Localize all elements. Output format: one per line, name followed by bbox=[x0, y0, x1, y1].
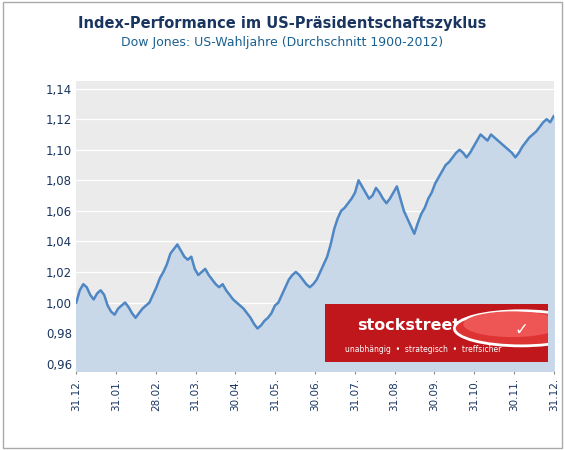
Text: stockstreet.de: stockstreet.de bbox=[357, 319, 489, 333]
Text: Index-Performance im US-Präsidentschaftszyklus: Index-Performance im US-Präsidentschafts… bbox=[79, 16, 486, 31]
Text: unabhängig  •  strategisch  •  treffsicher: unabhängig • strategisch • treffsicher bbox=[345, 345, 501, 354]
Circle shape bbox=[454, 311, 565, 346]
Circle shape bbox=[463, 311, 562, 337]
Text: Dow Jones: US-Wahljahre (Durchschnitt 1900-2012): Dow Jones: US-Wahljahre (Durchschnitt 19… bbox=[121, 36, 444, 49]
Text: ✓: ✓ bbox=[514, 321, 528, 339]
